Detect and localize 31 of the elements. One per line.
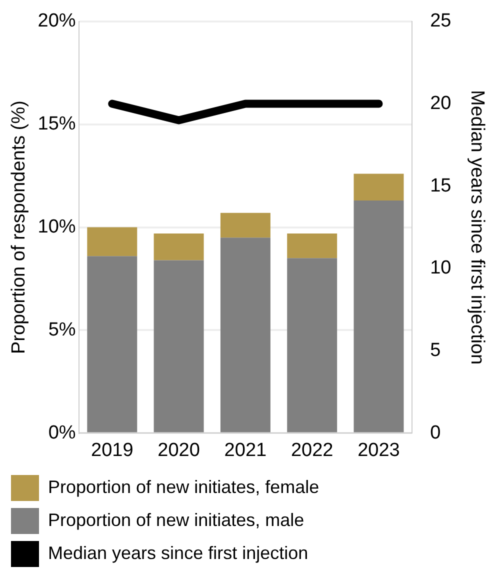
- bar: [287, 233, 338, 258]
- bar: [220, 212, 270, 238]
- y2-tick-label: 5: [430, 340, 441, 362]
- legend-label: Proportion of new initiates, male: [48, 510, 304, 530]
- bar: [87, 227, 138, 256]
- y-tick-label: 15%: [38, 114, 76, 135]
- bar: [154, 260, 204, 432]
- y-tick-label: 0%: [48, 422, 76, 444]
- bar: [287, 258, 338, 432]
- x-tick-label: 2023: [358, 440, 400, 461]
- y-tick-label: 5%: [48, 319, 76, 340]
- x-tick-label: 2020: [158, 440, 200, 461]
- legend-label: Median years since first injection: [48, 542, 308, 563]
- bar: [154, 233, 204, 260]
- y2-tick-label: 0: [430, 422, 441, 444]
- x-tick-label: 2022: [290, 440, 334, 461]
- bar: [220, 238, 270, 432]
- y2-axis-title: Median years since first injection: [466, 90, 488, 365]
- y-tick-label: 20%: [38, 10, 76, 32]
- y-axis-title: Proportion of respondents (%): [8, 100, 30, 354]
- bar: [354, 174, 404, 201]
- bar: [354, 200, 404, 432]
- x-tick-label: 2021: [224, 440, 267, 461]
- y2-tick-label: 25: [430, 10, 452, 32]
- y2-tick-label: 15: [430, 175, 452, 196]
- y-tick-label: 10%: [38, 216, 76, 238]
- legend-label: Proportion of new initiates, female: [48, 476, 320, 497]
- bar: [87, 256, 138, 432]
- y2-tick-label: 20: [430, 92, 452, 114]
- y2-tick-label: 10: [430, 258, 452, 279]
- x-tick-label: 2019: [91, 440, 134, 461]
